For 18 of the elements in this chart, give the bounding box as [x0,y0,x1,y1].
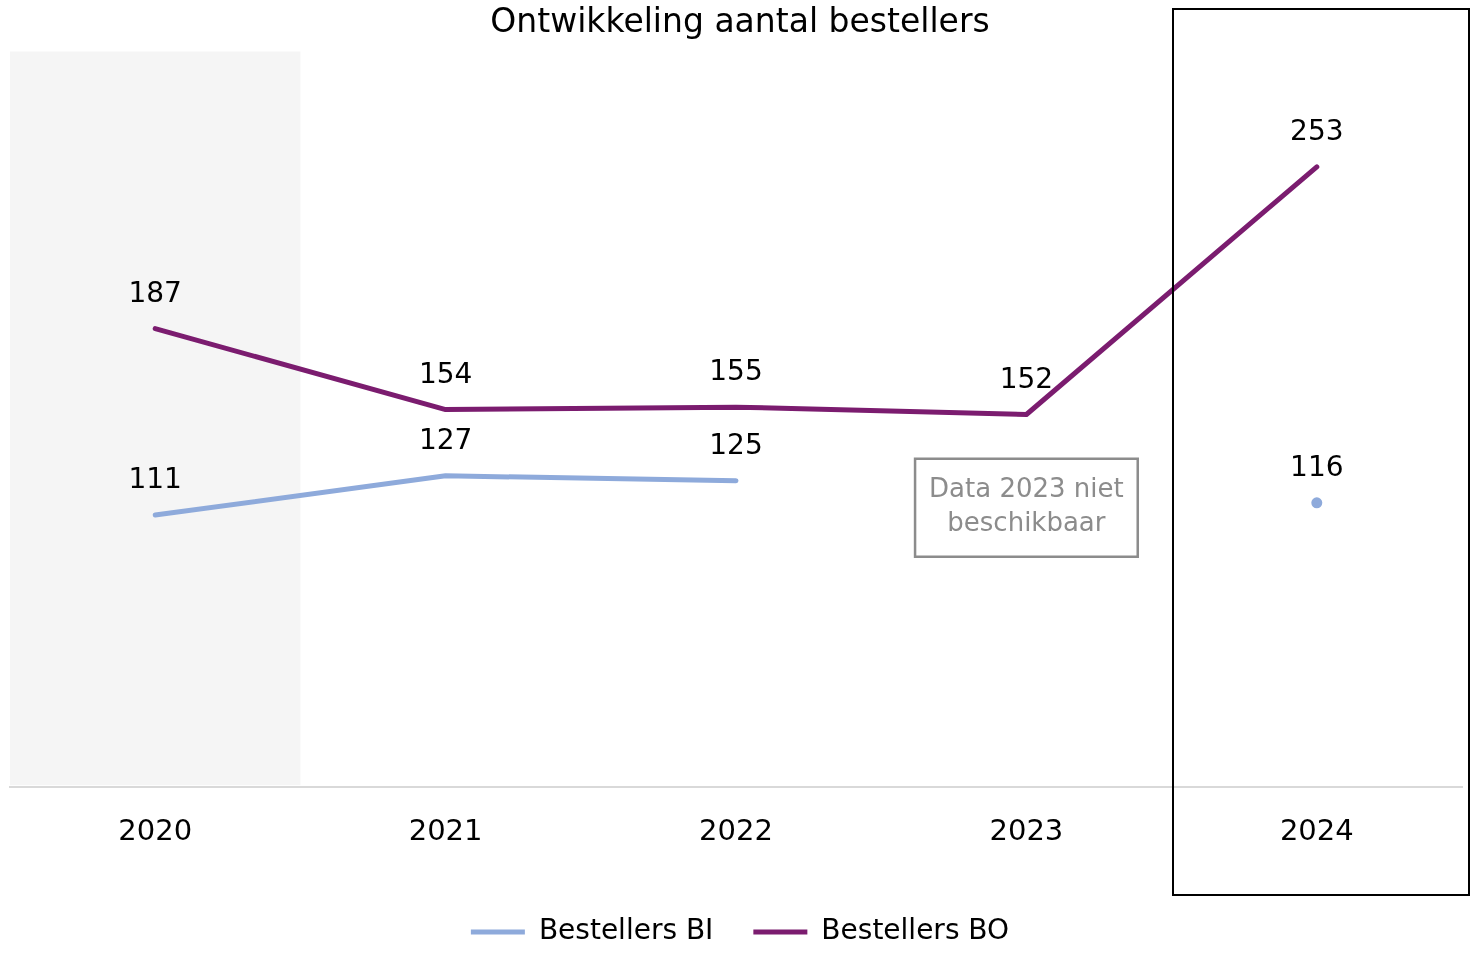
x-tick-label: 2024 [1279,813,1354,848]
data-label: 187 [128,275,182,309]
x-tick-label: 2021 [408,813,483,848]
legend-label: Bestellers BI [538,913,714,947]
annotation: Data 2023 niet beschikbaar [929,473,1124,538]
x-tick-label: 2023 [989,813,1064,848]
data-label: 111 [128,462,182,496]
data-label: 152 [999,361,1054,395]
chart-title: Ontwikkeling aantal bestellers [490,1,990,41]
data-label: 253 [1290,114,1344,148]
data-label: 116 [1290,450,1344,484]
data-label: 125 [709,427,763,461]
x-tick-label: 2022 [699,813,773,848]
legend-label: Bestellers BO [821,913,1010,947]
x-tick-label: 2020 [118,813,193,848]
data-label: 154 [418,356,473,390]
data-label: 155 [709,354,763,388]
data-label: 127 [418,423,473,457]
